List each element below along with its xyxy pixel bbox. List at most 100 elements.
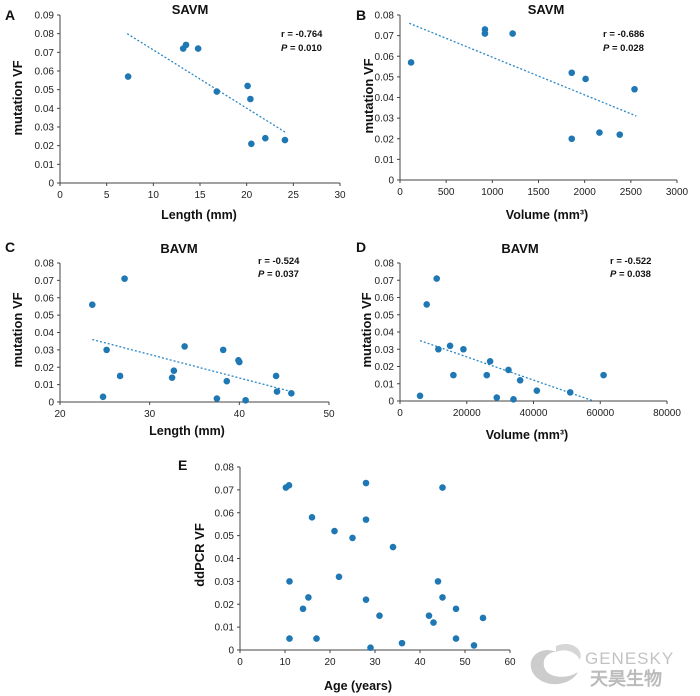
data-point [349, 534, 356, 542]
data-point [505, 366, 512, 374]
panel-d-x-axis-label: Volume (mm³) [486, 428, 568, 442]
y-tick-label: 0.06 [35, 293, 55, 304]
data-point [398, 639, 406, 647]
y-tick-label: 0.03 [375, 345, 395, 356]
data-point [533, 387, 541, 394]
x-tick-label: 80000 [653, 408, 681, 419]
x-tick-label: 40000 [520, 408, 548, 419]
x-tick-label: 0 [57, 190, 63, 201]
x-tick-label: 60000 [586, 408, 614, 419]
y-tick-label: 0.04 [215, 554, 235, 565]
panel-c-x-axis-label: Length (mm) [149, 424, 225, 438]
data-point [470, 642, 478, 649]
panel-c-plot: 0 0.01 0.02 0.03 0.04 0.05 0.06 0.07 0.08 20 30 40 5… [35, 259, 335, 421]
panel-b-r-value: r = -0.686 [603, 29, 644, 40]
data-point [219, 346, 227, 354]
data-point [493, 394, 501, 401]
data-point [460, 345, 467, 353]
x-tick-label: 2500 [620, 187, 643, 198]
genesky-watermark: GENESKY 天昊生物 [530, 643, 673, 690]
data-point [450, 371, 457, 379]
y-tick-label: 0.08 [375, 11, 395, 22]
y-tick-label: 0.02 [35, 141, 55, 152]
y-tick-label: 0.04 [35, 328, 55, 339]
panel-d-r-value: r = -0.522 [610, 256, 651, 267]
panel-letter-c: C [5, 239, 15, 255]
data-point [376, 612, 383, 619]
y-tick-label: 0.05 [375, 72, 395, 83]
panel-letter-b: B [356, 7, 366, 23]
y-tick-label: 0.03 [35, 123, 55, 134]
x-tick-label: 40 [414, 657, 426, 668]
y-tick-label: 0.05 [375, 310, 395, 321]
data-point [305, 594, 312, 601]
panel-e-x-axis-label: Age (years) [324, 679, 392, 693]
panel-a-plot: 0 0.01 0.02 0.03 0.04 0.05 0.06 0.07 0.08 0.09 0 5 1… [35, 11, 346, 202]
data-point [308, 514, 316, 521]
panel-d-plot: 0 0.01 0.02 0.03 0.04 0.05 0.06 0.07 0.08 0 20000 4… [375, 259, 682, 420]
x-tick-label: 20000 [453, 408, 481, 419]
data-point [124, 73, 132, 80]
panel-a-x-axis-label: Length (mm) [161, 208, 237, 222]
data-point [439, 594, 446, 601]
x-tick-label: 15 [194, 190, 206, 201]
panel-letter-a: A [5, 7, 15, 23]
y-tick-label: 0.09 [35, 11, 55, 22]
data-point [600, 371, 607, 379]
panel-a-r-value: r = -0.764 [281, 29, 323, 40]
panel-b-title: SAVM [528, 2, 565, 17]
data-point [631, 85, 638, 93]
data-point [389, 543, 397, 551]
x-tick-label: 50 [323, 409, 335, 420]
data-point [242, 396, 249, 404]
x-tick-label: 30 [334, 190, 346, 201]
panel-e-y-axis-label: ddPCR VF [192, 523, 207, 587]
data-point [362, 596, 370, 603]
data-point [103, 346, 110, 354]
x-tick-label: 10 [148, 190, 160, 201]
data-point [435, 345, 442, 353]
panel-d: D BAVM r = -0.522 P = 0.038 mutation VF … [356, 239, 681, 442]
y-tick-label: 0.04 [375, 328, 395, 339]
data-point [516, 377, 524, 384]
data-point [299, 605, 307, 613]
y-tick-label: 0.05 [215, 531, 235, 542]
y-tick-label: 0 [48, 179, 54, 190]
x-tick-label: 20 [241, 190, 253, 201]
data-point [335, 573, 343, 581]
data-point [479, 614, 487, 622]
panel-e-plot: 0 0.01 0.02 0.03 0.04 0.05 0.06 0.07 0.08 0 10 20 30… [215, 463, 516, 669]
y-tick-label: 0.04 [35, 104, 55, 115]
panel-letter-d: D [356, 239, 366, 255]
y-tick-label: 0.01 [215, 623, 235, 634]
data-point [452, 605, 460, 613]
data-point [236, 358, 243, 366]
data-point [416, 392, 424, 400]
y-tick-label: 0.02 [215, 600, 235, 611]
y-tick-label: 0.06 [215, 508, 235, 519]
x-tick-label: 0 [397, 187, 403, 198]
x-tick-label: 10 [279, 657, 291, 668]
data-point [510, 395, 517, 403]
x-tick-label: 0 [397, 408, 403, 419]
data-point [281, 136, 289, 144]
panel-a: A SAVM r = -0.764 P = 0.010 mutation VF … [5, 2, 346, 222]
trendline [408, 22, 637, 117]
x-tick-label: 30 [144, 409, 156, 420]
y-tick-label: 0 [388, 176, 394, 187]
y-tick-label: 0.07 [375, 276, 395, 287]
data-point [286, 635, 293, 642]
data-point [285, 482, 293, 489]
panel-a-y-axis-label: mutation VF [10, 60, 25, 135]
y-tick-label: 0.01 [35, 380, 55, 391]
panel-b-x-axis-label: Volume (mm³) [506, 208, 588, 222]
y-tick-label: 0.07 [35, 276, 55, 287]
data-point [509, 30, 516, 37]
y-tick-label: 0.08 [35, 259, 55, 270]
y-tick-label: 0 [48, 398, 54, 409]
trendline [419, 340, 594, 402]
panel-a-p-value: P = 0.010 [281, 43, 322, 54]
data-point [362, 479, 370, 487]
x-tick-label: 3000 [666, 187, 689, 198]
